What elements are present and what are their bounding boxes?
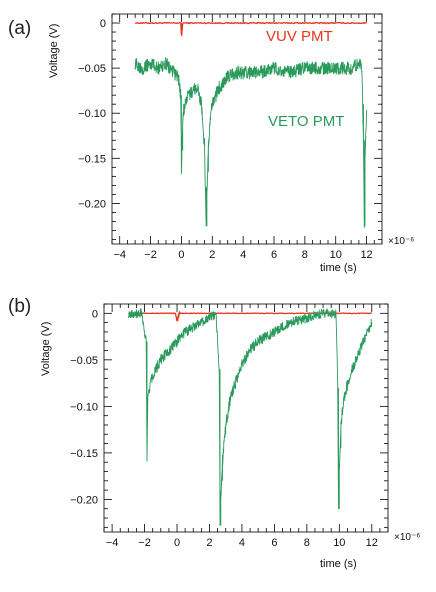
x-tick-label: 6 [271, 537, 277, 549]
panel-label: (a) [8, 18, 32, 39]
x-tick-label: −2 [144, 249, 157, 261]
x-tick-label: 8 [304, 537, 310, 549]
y-tick-label: −0.05 [78, 63, 106, 75]
chart-panel-b: (b) Voltage (V) time (s) ×10⁻⁶ −4 −2 0 2 4 6 8… [0, 296, 436, 592]
x-tick-label: 4 [240, 249, 246, 261]
panel-label: (b) [8, 296, 32, 317]
x-tick-label: −2 [138, 537, 151, 549]
x-tick-label: −4 [113, 249, 126, 261]
x-axis-label: time (s) [320, 558, 357, 570]
plot-frame [103, 303, 389, 533]
x-tick-label: 2 [206, 537, 212, 549]
y-tick-label: 0 [100, 18, 106, 30]
y-tick-label: −0.15 [78, 153, 106, 165]
x-tick-label: 12 [366, 537, 378, 549]
veto-pmt-trace [134, 57, 368, 228]
x-tick-label: 10 [333, 537, 345, 549]
x-tick-label: 10 [330, 249, 342, 261]
x-axis-label: time (s) [320, 262, 357, 274]
vuv-pmt-trace [134, 21, 367, 37]
x-tick-label: −4 [106, 537, 119, 549]
x-tick-label: 8 [302, 249, 308, 261]
x-tick-label: 0 [174, 537, 180, 549]
x-axis-multiplier: ×10⁻⁶ [388, 236, 415, 247]
x-tick-label: 2 [209, 249, 215, 261]
chart-panel-a: (a) Voltage (V) time (s) ×10⁻⁶ −4 −2 0 2 4 6 8… [8, 13, 415, 274]
y-tick-label: −0.05 [70, 355, 98, 367]
y-tick-label: 0 [92, 308, 98, 320]
y-tick-label: −0.10 [78, 108, 106, 120]
x-axis-multiplier: ×10⁻⁶ [394, 532, 421, 543]
y-tick-label: −0.15 [70, 448, 98, 460]
plot-area: −4 −2 0 2 4 6 8 10 12 0 −0.05 −0.10 −0.15 −0.20 [70, 303, 389, 549]
x-tick-label: 6 [271, 249, 277, 261]
veto-pmt-annotation: VETO PMT [268, 113, 344, 130]
x-tick-label: 0 [178, 249, 184, 261]
y-tick-label: −0.20 [70, 494, 98, 506]
veto-pmt-trace [127, 308, 373, 526]
x-tick-label: 12 [360, 249, 372, 261]
plot-frame [111, 13, 383, 245]
y-tick-label: −0.20 [78, 198, 106, 210]
vuv-pmt-annotation: VUV PMT [266, 28, 333, 45]
y-tick-label: −0.10 [70, 401, 98, 413]
x-tick-label: 4 [239, 537, 245, 549]
plot-area: −4 −2 0 2 4 6 8 10 12 0 −0.05 −0.10 −0.15 −0.20 VUV PM… [78, 13, 383, 261]
